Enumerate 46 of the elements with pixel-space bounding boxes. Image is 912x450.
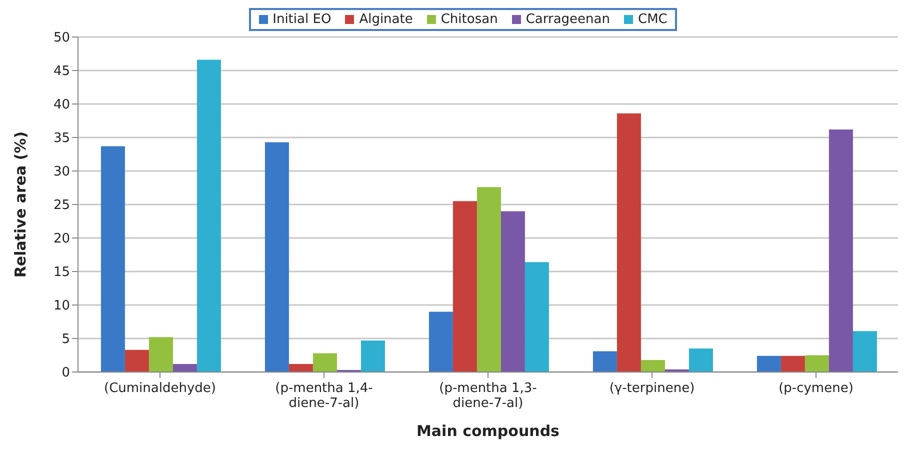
x-tick-label: (p-cymene) bbox=[778, 381, 854, 396]
bar bbox=[312, 353, 337, 372]
bar bbox=[640, 360, 665, 372]
y-tick-label: 30 bbox=[53, 164, 70, 180]
bar bbox=[500, 211, 525, 372]
legend-label: Chitosan bbox=[440, 12, 498, 27]
y-tick-label: 15 bbox=[53, 265, 70, 280]
bar bbox=[756, 356, 781, 372]
bar bbox=[264, 142, 289, 372]
bar bbox=[100, 146, 125, 372]
y-tick-label: 40 bbox=[53, 98, 70, 113]
bar bbox=[852, 331, 877, 372]
bar bbox=[804, 355, 829, 372]
bar bbox=[616, 113, 641, 372]
x-tick-label: (γ-terpinene) bbox=[609, 381, 695, 396]
bar bbox=[360, 340, 385, 372]
bar bbox=[172, 364, 197, 372]
bar bbox=[148, 337, 173, 372]
x-tick-label: (p-mentha 1,3-diene-7-al) bbox=[439, 381, 538, 411]
y-tick-label: 35 bbox=[53, 131, 70, 146]
bar bbox=[124, 350, 149, 372]
bar bbox=[592, 351, 617, 372]
x-tick-label: (p-mentha 1,4-diene-7-al) bbox=[275, 381, 374, 411]
bar bbox=[688, 348, 713, 372]
y-axis-title: Relative area (%) bbox=[11, 131, 30, 278]
bar bbox=[428, 312, 453, 372]
y-tick-label: 45 bbox=[53, 64, 70, 80]
y-tick-label: 20 bbox=[53, 232, 70, 247]
bar bbox=[828, 129, 853, 372]
x-axis-title: Main compounds bbox=[416, 422, 560, 440]
bar bbox=[476, 187, 501, 372]
legend-label: Initial EO bbox=[272, 12, 332, 27]
y-tick-label: 50 bbox=[53, 30, 70, 46]
y-tick-label: 25 bbox=[53, 198, 70, 214]
legend-label: Carrageenan bbox=[524, 12, 610, 27]
legend-label: CMC bbox=[637, 12, 668, 27]
bar bbox=[524, 262, 549, 372]
bar bbox=[288, 364, 313, 372]
legend-label: Alginate bbox=[358, 12, 413, 27]
y-tick-label: 10 bbox=[53, 298, 70, 314]
y-tick-label: 5 bbox=[62, 332, 70, 348]
bar bbox=[780, 356, 805, 372]
y-tick-label: 0 bbox=[62, 366, 70, 381]
bar bbox=[452, 201, 477, 372]
bar bbox=[196, 60, 221, 372]
x-tick-label: (Cuminaldehyde) bbox=[104, 381, 216, 396]
